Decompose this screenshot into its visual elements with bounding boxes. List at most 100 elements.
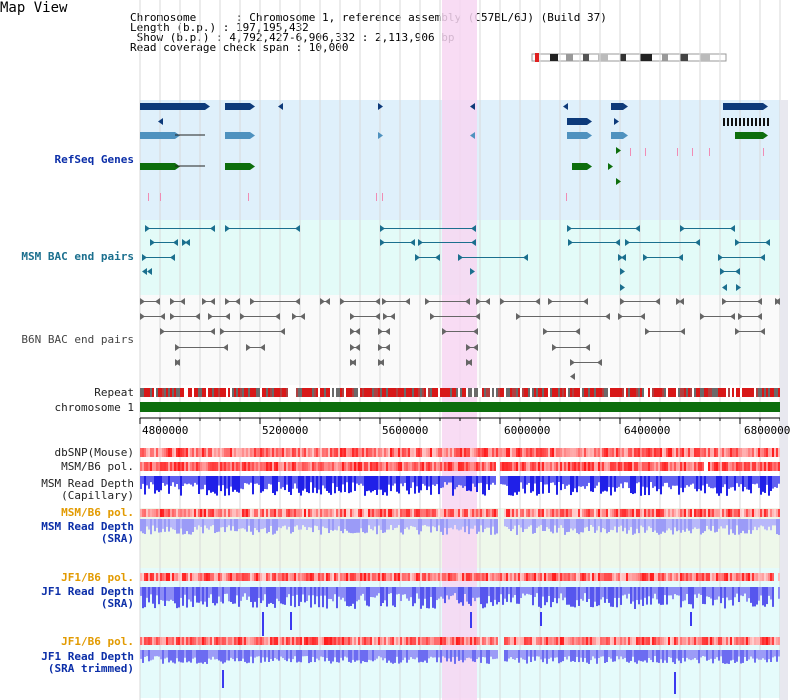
feature-arrow: [378, 344, 383, 351]
jf1-read-depth-sra-label[interactable]: JF1 Read Depth (SRA): [41, 585, 134, 610]
feature-arrow: [150, 239, 155, 246]
feature-arrow: [475, 313, 480, 320]
feature-arrow: [470, 132, 475, 139]
feature-arrow: [757, 313, 762, 320]
feature-arrow: [471, 225, 476, 232]
msm-read-depth-capillary-label[interactable]: MSM Read Depth (Capillary): [41, 477, 134, 502]
feature-arrow: [425, 298, 430, 305]
feature-arrow: [760, 328, 765, 335]
gene-feature: [567, 118, 587, 125]
feature-arrow: [275, 313, 280, 320]
feature-arrow: [160, 328, 165, 335]
feature-arrow: [350, 328, 355, 335]
feature-arrow: [466, 344, 471, 351]
feature-arrow: [278, 103, 283, 110]
feature-arrow: [730, 313, 735, 320]
feature-arrow: [643, 254, 648, 261]
dbsnp-label[interactable]: dbSNP(Mouse): [54, 446, 134, 459]
feature-arrow: [738, 313, 743, 320]
feature-arrow: [645, 328, 650, 335]
axis-tick: 5600000: [382, 424, 429, 437]
feature-arrow: [175, 344, 180, 351]
feature-arrow: [185, 239, 190, 246]
feature-arrow: [295, 225, 300, 232]
gene-feature: [567, 132, 587, 139]
feature-arrow: [722, 298, 727, 305]
jf1-read-depth-trimmed-label[interactable]: JF1 Read Depth (SRA trimmed): [41, 650, 134, 675]
b6n-bac-label[interactable]: B6N BAC end pairs: [21, 333, 134, 346]
msm-b6-pol-label[interactable]: MSM/B6 pol.: [61, 460, 134, 473]
highlight-region: [442, 0, 477, 700]
feature-arrow: [635, 225, 640, 232]
feature-arrow: [570, 359, 575, 366]
axis-tick: 4800000: [142, 424, 189, 437]
feature-arrow: [757, 298, 762, 305]
feature-arrow: [765, 239, 770, 246]
feature-arrow: [585, 344, 590, 351]
feature-arrow: [295, 298, 300, 305]
feature-arrow: [597, 359, 602, 366]
feature-arrow: [563, 103, 568, 110]
feature-arrow: [695, 239, 700, 246]
jf1-b6-pol-label[interactable]: JF1/B6 pol.: [61, 571, 134, 584]
map-view-title: Map View: [0, 0, 68, 16]
feature-arrow: [355, 328, 360, 335]
feature-arrow: [552, 344, 557, 351]
gene-feature: [140, 132, 175, 139]
feature-arrow: [500, 298, 505, 305]
feature-arrow: [470, 268, 475, 275]
msm-bac-label[interactable]: MSM BAC end pairs: [21, 250, 134, 263]
feature-arrow: [195, 313, 200, 320]
feature-arrow: [616, 147, 621, 154]
feature-arrow: [760, 254, 765, 261]
feature-arrow: [614, 118, 619, 125]
chromosome-ideogram[interactable]: [528, 50, 730, 66]
feature-arrow: [618, 254, 623, 261]
feature-arrow: [473, 328, 478, 335]
repeat-label[interactable]: Repeat: [94, 386, 134, 399]
feature-arrow: [320, 298, 325, 305]
refseq-genes-label[interactable]: RefSeq Genes: [54, 153, 134, 166]
feature-arrow: [548, 298, 553, 305]
feature-arrow: [471, 239, 476, 246]
feature-arrow: [170, 298, 175, 305]
jf1-b6-pol-label-2[interactable]: JF1/B6 pol.: [61, 635, 134, 648]
feature-arrow: [570, 373, 575, 380]
feature-arrow: [355, 344, 360, 351]
feature-arrow: [476, 298, 481, 305]
feature-arrow: [175, 359, 180, 366]
feature-arrow: [142, 254, 147, 261]
feature-arrow: [616, 178, 621, 185]
feature-arrow: [340, 298, 345, 305]
ideogram-position-marker: [535, 53, 539, 62]
feature-arrow: [375, 298, 380, 305]
feature-arrow: [676, 298, 681, 305]
feature-arrow: [730, 225, 735, 232]
length-info: Length (b.p.) : 197,195,432: [130, 21, 309, 34]
feature-arrow: [620, 284, 625, 291]
feature-arrow: [567, 225, 572, 232]
chromosome-bar: [140, 402, 780, 412]
feature-arrow: [680, 225, 685, 232]
feature-arrow: [735, 239, 740, 246]
feature-arrow: [625, 239, 630, 246]
feature-arrow: [220, 328, 225, 335]
msm-read-depth-sra-label[interactable]: MSM Read Depth (SRA): [41, 520, 134, 545]
feature-arrow: [722, 284, 727, 291]
feature-arrow: [202, 298, 207, 305]
feature-arrow: [473, 344, 478, 351]
gene-feature: [225, 103, 250, 110]
feature-arrow: [240, 313, 245, 320]
feature-arrow: [575, 328, 580, 335]
feature-arrow: [718, 254, 723, 261]
feature-arrow: [260, 344, 265, 351]
feature-arrow: [735, 328, 740, 335]
feature-arrow: [620, 298, 625, 305]
feature-arrow: [225, 313, 230, 320]
gene-feature: [611, 132, 623, 139]
feature-arrow: [182, 239, 187, 246]
feature-arrow: [180, 298, 185, 305]
msm-b6-pol-label-2[interactable]: MSM/B6 pol.: [61, 506, 134, 519]
chromosome-track-label[interactable]: chromosome 1: [54, 401, 134, 414]
